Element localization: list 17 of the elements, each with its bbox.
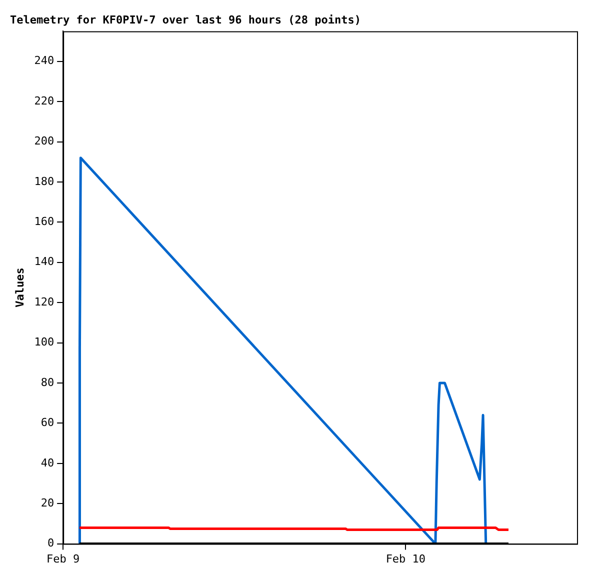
y-tick-label: 20 bbox=[40, 496, 54, 510]
y-tick-label: 120 bbox=[34, 295, 54, 308]
y-tick-label: 60 bbox=[40, 416, 54, 430]
y-axis-title: Values bbox=[13, 268, 26, 308]
x-tick-label: Feb 10 bbox=[386, 552, 426, 566]
y-tick-label: 0 bbox=[47, 536, 54, 550]
y-tick-label: 160 bbox=[34, 215, 54, 228]
y-tick-label: 240 bbox=[34, 54, 54, 68]
y-tick-label: 80 bbox=[40, 376, 54, 389]
y-tick-label: 200 bbox=[34, 134, 54, 148]
y-tick-label: 140 bbox=[34, 255, 54, 268]
y-tick-label: 180 bbox=[34, 174, 54, 188]
x-tick-label: Feb 9 bbox=[46, 552, 80, 566]
y-tick-label: 220 bbox=[34, 94, 54, 108]
y-tick-label: 40 bbox=[40, 456, 54, 470]
y-tick-label: 100 bbox=[34, 336, 54, 349]
chart-title: Telemetry for KF0PIV-7 over last 96 hours (28 points) bbox=[10, 13, 361, 26]
